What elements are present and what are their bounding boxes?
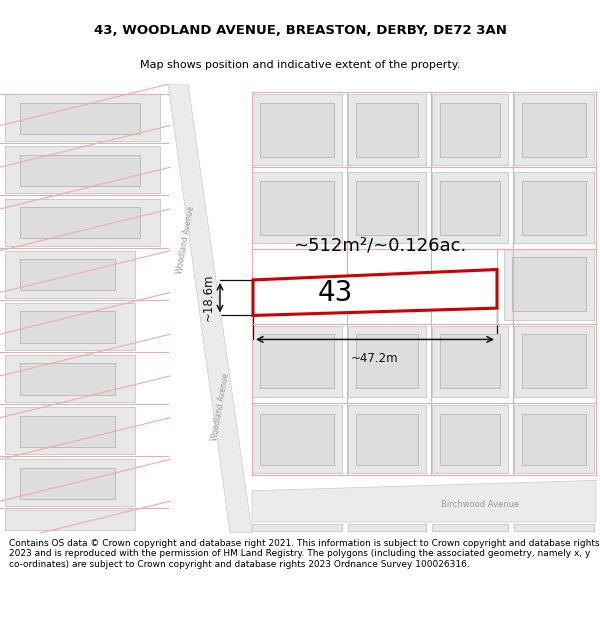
Bar [20,102,140,134]
Text: Woodland Avenue: Woodland Avenue [175,206,196,275]
Bar [512,257,586,311]
Text: Contains OS data © Crown copyright and database right 2021. This information is : Contains OS data © Crown copyright and d… [9,539,599,569]
Bar [522,334,586,389]
Bar [440,102,500,157]
Bar [432,524,508,531]
Bar [440,334,500,389]
Bar [514,94,594,165]
Bar [5,408,135,454]
Bar [514,173,594,243]
Bar [348,173,426,243]
Bar [348,94,426,165]
Bar [356,334,418,389]
Bar [348,524,426,531]
Text: 43, WOODLAND AVENUE, BREASTON, DERBY, DE72 3AN: 43, WOODLAND AVENUE, BREASTON, DERBY, DE… [94,24,506,37]
Bar [432,405,508,473]
Bar [20,259,115,291]
Bar [20,416,115,447]
Bar [432,94,508,165]
Bar [20,311,115,342]
Bar [20,155,140,186]
Bar [440,181,500,235]
Bar [356,414,418,464]
Bar [252,173,342,243]
Bar [5,459,135,506]
Bar [20,363,115,395]
Bar [356,181,418,235]
Bar [514,405,594,473]
Bar [260,414,334,464]
Bar [514,326,594,397]
Bar [348,326,426,397]
Text: ~512m²/~0.126ac.: ~512m²/~0.126ac. [293,236,467,254]
Bar [252,524,342,531]
Bar [5,199,160,246]
Text: Birchwood Avenue: Birchwood Avenue [441,500,519,509]
Text: Woodland Avenue: Woodland Avenue [209,372,230,442]
Bar [5,94,160,141]
Text: ~18.6m: ~18.6m [202,274,215,321]
Bar [440,414,500,464]
Bar [432,173,508,243]
Text: ~47.2m: ~47.2m [351,352,399,365]
Bar [522,181,586,235]
Bar [260,102,334,157]
Bar [260,334,334,389]
Polygon shape [253,269,497,316]
Bar [5,509,135,531]
Bar [504,249,594,319]
Polygon shape [252,481,596,522]
Bar [20,468,115,499]
Bar [432,326,508,397]
Bar [260,181,334,235]
Bar [5,355,135,402]
Bar [356,102,418,157]
Bar [252,405,342,473]
Bar [5,303,135,350]
Bar [522,414,586,464]
Text: Map shows position and indicative extent of the property.: Map shows position and indicative extent… [140,59,460,69]
Bar [348,405,426,473]
Bar [522,102,586,157]
Bar [20,207,140,238]
Bar [5,251,135,298]
Bar [252,94,342,165]
Polygon shape [168,84,252,532]
Bar [514,524,594,531]
Bar [5,146,160,193]
Bar [252,326,342,397]
Text: 43: 43 [317,279,353,308]
